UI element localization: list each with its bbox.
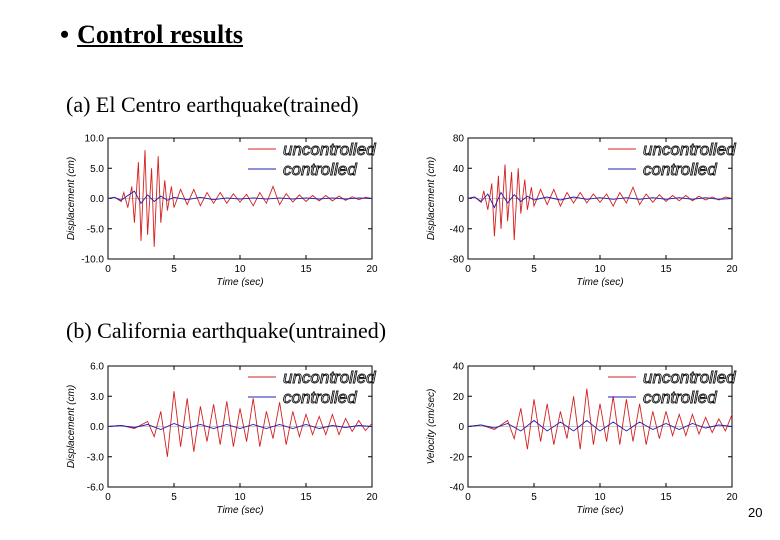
y-tick-label: -20 — [450, 452, 465, 463]
x-tick-label: 15 — [300, 492, 312, 503]
y-tick-label: -10.0 — [81, 255, 104, 266]
y-tick-label: 6.0 — [90, 362, 104, 373]
legend-label-controlled: controlled — [643, 160, 717, 179]
y-axis-title: Velocity (cm/sec) — [426, 389, 437, 465]
x-tick-label: 5 — [171, 492, 177, 503]
legend-label-controlled: controlled — [283, 160, 357, 179]
legend-label-controlled: controlled — [283, 388, 357, 407]
y-tick-label: 3.0 — [90, 392, 104, 403]
legend-label-uncontrolled: uncontrolled — [283, 140, 376, 159]
legend-label-uncontrolled: uncontrolled — [643, 368, 736, 387]
chart-el-centro-displacement: 0 5 10 15 20 10.0 5.0 0.0 -5.0 -10.0 Time (sec) Dis… — [66, 134, 378, 289]
x-tick-label: 0 — [105, 264, 111, 275]
x-tick-label: 20 — [366, 492, 378, 503]
chart-california-displacement: 0 5 10 15 20 6.0 3.0 0.0 -3.0 -6.0 Time (sec) Displ… — [66, 362, 378, 517]
y-tick-label: 40 — [453, 164, 465, 175]
x-tick-label: 0 — [105, 492, 111, 503]
x-tick-label: 0 — [465, 492, 471, 503]
x-tick-label: 0 — [465, 264, 471, 275]
series-line-controlled — [107, 423, 373, 430]
y-tick-label: 0.0 — [90, 194, 104, 205]
y-axis-title: Displacement (cm) — [66, 157, 77, 240]
series-line-controlled — [107, 190, 373, 205]
x-tick-label: 15 — [660, 492, 672, 503]
legend-label-controlled: controlled — [643, 388, 717, 407]
chart-el-centro-response: 0 5 10 15 20 80 40 0 -40 -80 Time (sec) Displacemen… — [426, 134, 738, 289]
x-axis-title: Time (sec) — [576, 505, 623, 516]
y-tick-label: -40 — [450, 224, 465, 235]
x-tick-label: 15 — [300, 264, 312, 275]
series-line-uncontrolled — [107, 391, 373, 457]
series-line-controlled — [467, 419, 733, 432]
x-axis-title: Time (sec) — [216, 277, 263, 288]
x-axis-title: Time (sec) — [576, 277, 623, 288]
y-tick-label: 0.0 — [90, 422, 104, 433]
y-tick-label: 10.0 — [85, 134, 105, 145]
series-line-uncontrolled — [467, 388, 733, 450]
x-tick-label: 20 — [726, 492, 738, 503]
caption-california: (b) California earthquake(untrained) — [66, 318, 387, 343]
y-tick-label: 0 — [458, 194, 464, 205]
x-tick-label: 5 — [171, 264, 177, 275]
x-tick-label: 20 — [366, 264, 378, 275]
x-tick-label: 5 — [531, 264, 537, 275]
series-line-uncontrolled — [467, 164, 733, 241]
y-tick-label: 20 — [453, 392, 465, 403]
x-tick-label: 10 — [234, 492, 246, 503]
y-tick-label: 40 — [453, 362, 465, 373]
y-tick-label: -6.0 — [87, 483, 105, 494]
page-number: 20 — [748, 505, 763, 520]
y-tick-label: 5.0 — [90, 164, 104, 175]
y-tick-label: -40 — [450, 483, 465, 494]
slide-title: • Control results — [60, 20, 243, 50]
x-tick-label: 10 — [234, 264, 246, 275]
series-line-controlled — [467, 191, 733, 209]
bullet-glyph: • — [60, 20, 70, 49]
x-axis-title: Time (sec) — [216, 505, 263, 516]
series-line-uncontrolled — [107, 150, 373, 247]
y-tick-label: -80 — [450, 255, 465, 266]
x-tick-label: 10 — [594, 492, 606, 503]
slide-title-text: Control results — [77, 20, 243, 49]
caption-el-centro: (a) El Centro earthquake(trained) — [66, 92, 359, 117]
x-tick-label: 15 — [660, 264, 672, 275]
y-tick-label: 80 — [453, 134, 465, 145]
legend-label-uncontrolled: uncontrolled — [283, 368, 376, 387]
chart-california-velocity: 0 5 10 15 20 40 20 0 -20 -40 Time (sec) Velocity (c… — [426, 362, 738, 517]
y-tick-label: -3.0 — [87, 452, 105, 463]
x-tick-label: 20 — [726, 264, 738, 275]
y-tick-label: 0 — [458, 422, 464, 433]
x-tick-label: 5 — [531, 492, 537, 503]
y-axis-title: Displacement (cm) — [426, 157, 437, 240]
legend-label-uncontrolled: uncontrolled — [643, 140, 736, 159]
y-tick-label: -5.0 — [87, 224, 105, 235]
y-axis-title: Displacement (cm) — [66, 385, 77, 468]
x-tick-label: 10 — [594, 264, 606, 275]
